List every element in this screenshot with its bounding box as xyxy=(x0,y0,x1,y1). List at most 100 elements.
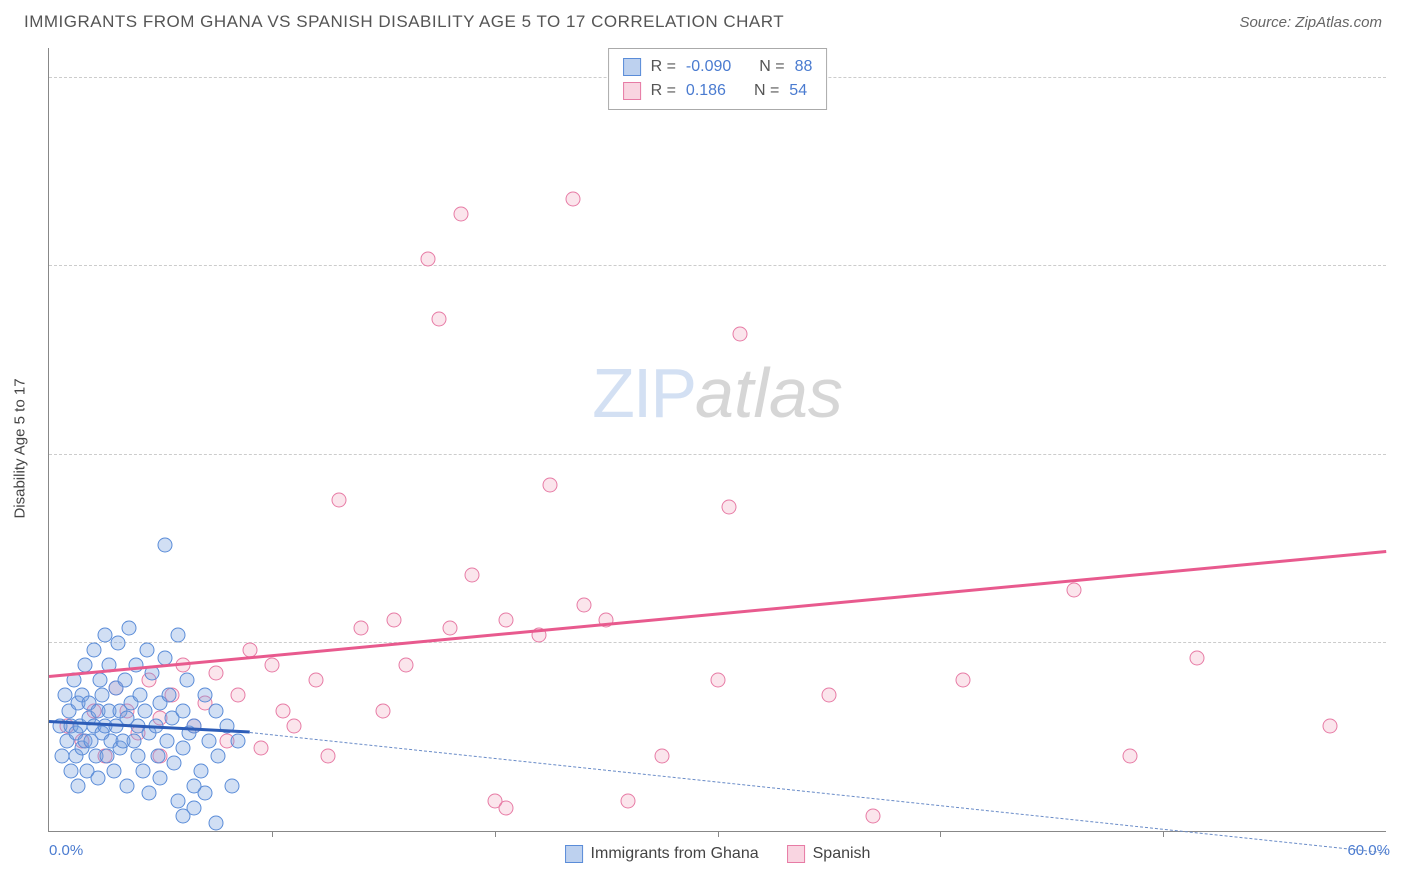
legend-row-blue: R = -0.090 N = 88 xyxy=(623,55,813,79)
series-legend: Immigrants from Ghana Spanish xyxy=(565,845,871,863)
point-spanish xyxy=(309,673,324,688)
swatch-pink-icon xyxy=(623,82,641,100)
point-ghana xyxy=(122,620,137,635)
point-spanish xyxy=(710,673,725,688)
r-value-blue: -0.090 xyxy=(686,55,731,79)
point-ghana xyxy=(175,703,190,718)
point-spanish xyxy=(1323,718,1338,733)
y-axis-label: Disability Age 5 to 17 xyxy=(12,378,29,518)
point-spanish xyxy=(331,492,346,507)
plot-region: ZIPatlas R = -0.090 N = 88 R = 0.186 N =… xyxy=(48,48,1386,832)
chart-title: IMMIGRANTS FROM GHANA VS SPANISH DISABIL… xyxy=(24,12,784,32)
gridline xyxy=(49,454,1386,455)
point-spanish xyxy=(264,658,279,673)
point-ghana xyxy=(117,673,132,688)
point-spanish xyxy=(420,251,435,266)
point-spanish xyxy=(1067,583,1082,598)
n-value-pink: 54 xyxy=(789,79,807,103)
point-spanish xyxy=(732,327,747,342)
point-spanish xyxy=(320,748,335,763)
point-ghana xyxy=(153,771,168,786)
swatch-blue-icon xyxy=(565,845,583,863)
chart-source: Source: ZipAtlas.com xyxy=(1239,14,1382,31)
point-ghana xyxy=(131,748,146,763)
point-ghana xyxy=(186,718,201,733)
point-ghana xyxy=(171,793,186,808)
r-label: R = xyxy=(651,79,676,103)
watermark-zip: ZIP xyxy=(592,354,695,432)
point-ghana xyxy=(209,703,224,718)
point-ghana xyxy=(137,703,152,718)
point-ghana xyxy=(160,733,175,748)
point-spanish xyxy=(576,598,591,613)
point-spanish xyxy=(398,658,413,673)
point-ghana xyxy=(111,635,126,650)
point-spanish xyxy=(821,688,836,703)
point-ghana xyxy=(211,748,226,763)
point-spanish xyxy=(443,620,458,635)
point-ghana xyxy=(193,763,208,778)
point-ghana xyxy=(231,733,246,748)
point-spanish xyxy=(565,191,580,206)
point-ghana xyxy=(142,786,157,801)
point-ghana xyxy=(175,808,190,823)
correlation-legend: R = -0.090 N = 88 R = 0.186 N = 54 xyxy=(608,48,828,110)
point-ghana xyxy=(180,673,195,688)
point-ghana xyxy=(224,778,239,793)
point-spanish xyxy=(866,808,881,823)
y-tick-label: 37.5% xyxy=(1394,241,1406,258)
point-spanish xyxy=(454,206,469,221)
point-ghana xyxy=(64,763,79,778)
trendline-ghana-extrapolated xyxy=(249,732,1386,853)
trendline-spanish xyxy=(49,550,1386,677)
point-spanish xyxy=(498,801,513,816)
point-ghana xyxy=(157,537,172,552)
point-spanish xyxy=(253,741,268,756)
gridline xyxy=(49,265,1386,266)
point-ghana xyxy=(119,778,134,793)
point-ghana xyxy=(140,643,155,658)
point-spanish xyxy=(376,703,391,718)
point-ghana xyxy=(166,756,181,771)
n-value-blue: 88 xyxy=(795,55,813,79)
point-spanish xyxy=(654,748,669,763)
point-spanish xyxy=(465,568,480,583)
legend-item-ghana: Immigrants from Ghana xyxy=(565,845,759,863)
x-tick xyxy=(940,831,941,837)
x-tick xyxy=(1163,831,1164,837)
legend-row-pink: R = 0.186 N = 54 xyxy=(623,79,813,103)
point-ghana xyxy=(151,748,166,763)
point-ghana xyxy=(209,816,224,831)
point-spanish xyxy=(287,718,302,733)
point-ghana xyxy=(133,688,148,703)
n-label: N = xyxy=(759,55,784,79)
point-spanish xyxy=(1189,650,1204,665)
point-ghana xyxy=(135,763,150,778)
point-spanish xyxy=(955,673,970,688)
swatch-pink-icon xyxy=(787,845,805,863)
x-tick xyxy=(718,831,719,837)
y-tick-label: 50.0% xyxy=(1394,53,1406,70)
y-tick-label: 12.5% xyxy=(1394,617,1406,634)
point-ghana xyxy=(91,771,106,786)
point-ghana xyxy=(186,778,201,793)
point-spanish xyxy=(353,620,368,635)
point-ghana xyxy=(162,688,177,703)
point-ghana xyxy=(86,643,101,658)
point-ghana xyxy=(106,763,121,778)
point-ghana xyxy=(175,741,190,756)
point-spanish xyxy=(498,613,513,628)
point-spanish xyxy=(1122,748,1137,763)
point-spanish xyxy=(543,477,558,492)
point-ghana xyxy=(70,778,85,793)
x-tick xyxy=(272,831,273,837)
legend-item-spanish: Spanish xyxy=(787,845,871,863)
swatch-blue-icon xyxy=(623,58,641,76)
point-spanish xyxy=(621,793,636,808)
point-spanish xyxy=(431,312,446,327)
x-tick xyxy=(495,831,496,837)
legend-label-spanish: Spanish xyxy=(813,845,871,863)
watermark: ZIPatlas xyxy=(592,353,843,433)
point-ghana xyxy=(93,673,108,688)
chart-header: IMMIGRANTS FROM GHANA VS SPANISH DISABIL… xyxy=(0,0,1406,40)
